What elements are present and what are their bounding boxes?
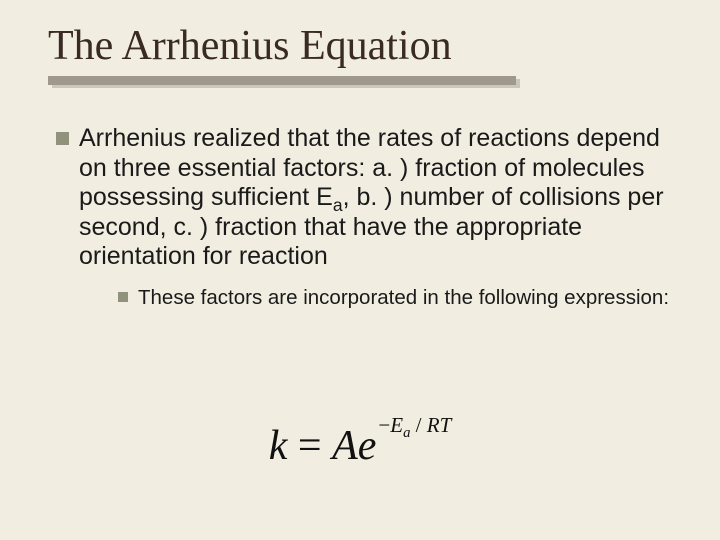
eq-exp-minus: − — [378, 413, 390, 437]
slide-title: The Arrhenius Equation — [48, 22, 696, 70]
bullet-level2-wrap: These factors are incorporated in the fo… — [118, 286, 676, 310]
eq-exponent: −Ea / RT — [378, 413, 451, 437]
bullet-level1: Arrhenius realized that the rates of rea… — [56, 124, 676, 272]
eq-equals: = — [287, 423, 332, 469]
square-bullet-icon — [56, 132, 69, 145]
eq-exp-RT: RT — [427, 413, 452, 437]
bullet-level2: These factors are incorporated in the fo… — [118, 286, 676, 310]
square-bullet-icon — [118, 292, 128, 302]
eq-k: k — [269, 423, 288, 469]
body-region: Arrhenius realized that the rates of rea… — [56, 124, 676, 310]
slide: The Arrhenius Equation Arrhenius realize… — [0, 0, 720, 540]
arrhenius-equation: k = Ae−Ea / RT — [0, 422, 720, 470]
equation-main: k = Ae−Ea / RT — [269, 423, 452, 469]
eq-A: A — [332, 423, 358, 469]
title-underline-bar — [48, 76, 516, 85]
eq-exp-E: E — [390, 413, 403, 437]
bullet-level1-text: Arrhenius realized that the rates of rea… — [79, 124, 676, 272]
title-region: The Arrhenius Equation — [48, 22, 696, 90]
title-underline — [48, 76, 688, 90]
bullet-level2-text: These factors are incorporated in the fo… — [138, 286, 669, 310]
eq-exp-slash: / — [410, 413, 426, 437]
eq-e: e — [358, 423, 377, 469]
